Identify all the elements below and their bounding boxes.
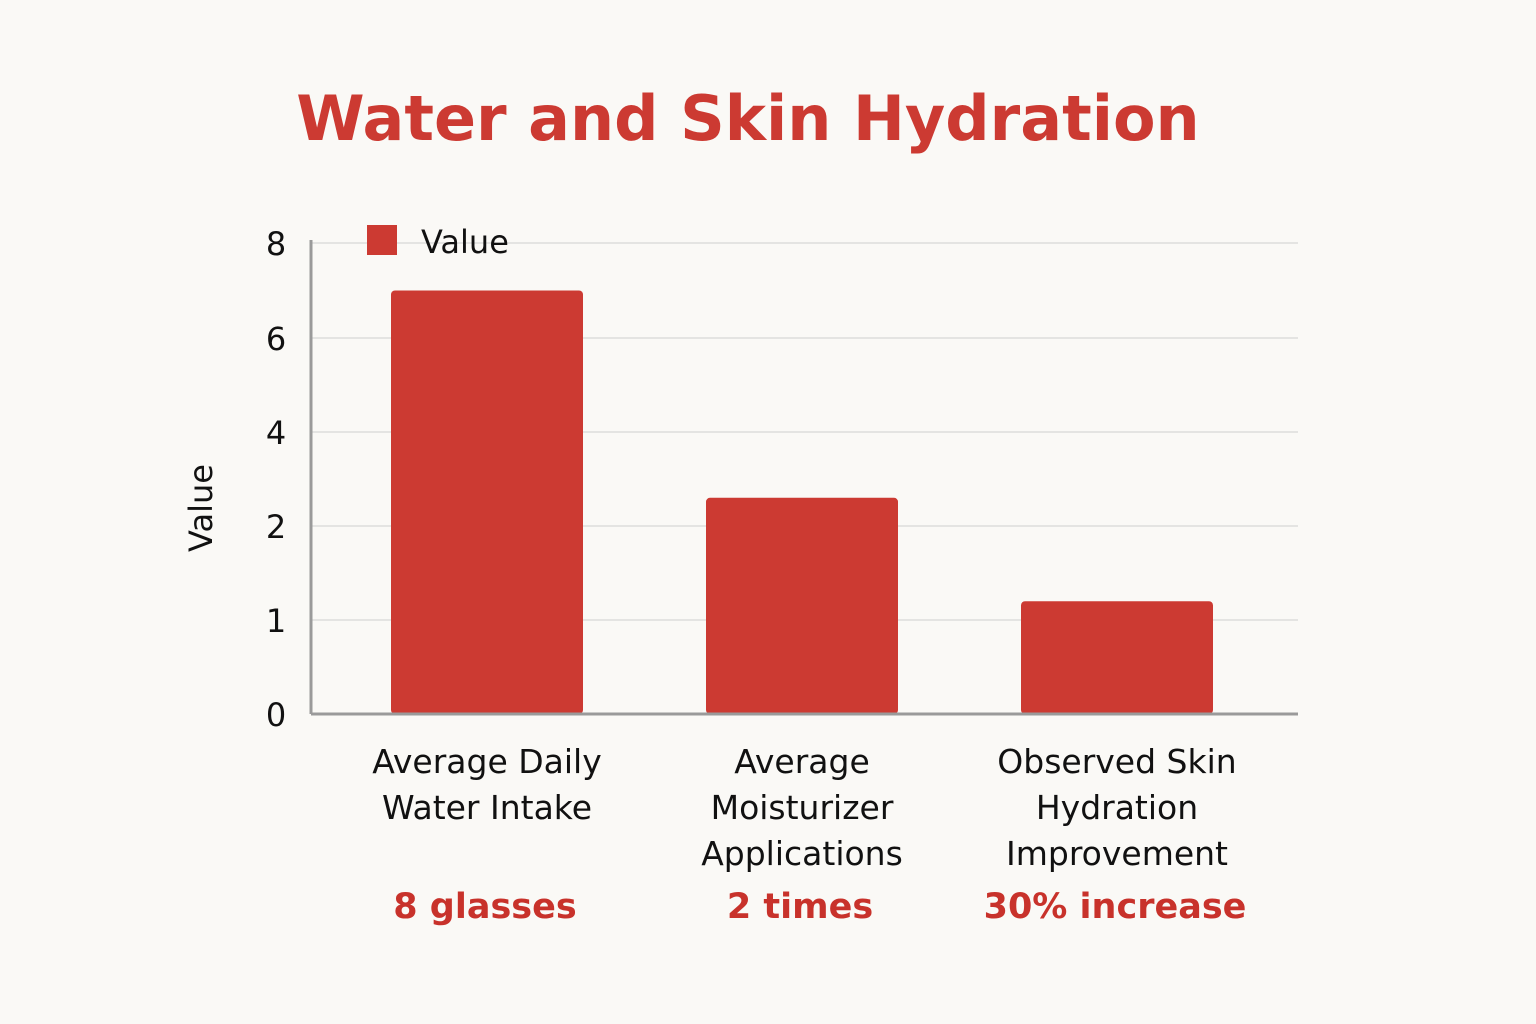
value-annotation: 8 glasses: [393, 887, 576, 927]
category-label-line: Improvement: [1006, 834, 1228, 873]
category-label-line: Observed Skin: [997, 742, 1236, 781]
category-label-line: Average: [734, 742, 870, 781]
y-tick-label: 2: [266, 508, 286, 546]
category-label: Observed Skin Hydration Improvement: [997, 742, 1236, 873]
y-ticks: 0 1 2 4 6 8: [266, 225, 286, 734]
category-label-line: Moisturizer: [711, 788, 894, 827]
category-label-line: Applications: [701, 834, 903, 873]
legend-swatch: [367, 225, 397, 255]
bar: [391, 290, 583, 714]
chart-title: Water and Skin Hydration: [296, 82, 1199, 155]
category-label: Average Daily Water Intake: [372, 742, 602, 827]
y-tick-label: 1: [266, 602, 286, 640]
y-axis-label: Value: [182, 464, 220, 552]
value-annotation: 2 times: [727, 887, 873, 927]
y-tick-label: 6: [266, 320, 286, 358]
bars: [391, 290, 1213, 714]
y-tick-label: 0: [266, 696, 286, 734]
y-tick-label: 8: [266, 225, 286, 263]
value-annotation: 30% increase: [984, 887, 1247, 927]
category-label: Average Moisturizer Applications: [701, 742, 903, 873]
bar: [706, 497, 898, 714]
category-labels: Average Daily Water Intake Average Moisturi…: [372, 742, 1236, 873]
legend-label: Value: [421, 223, 509, 261]
category-label-line: Hydration: [1036, 788, 1198, 827]
bar: [1021, 601, 1213, 714]
category-label-line: Average Daily: [372, 742, 602, 781]
annotations: 8 glasses 2 times 30% increase: [393, 887, 1246, 927]
legend: Value: [367, 223, 509, 261]
y-tick-label: 4: [266, 414, 286, 452]
axes: [309, 240, 1298, 716]
category-label-line: Water Intake: [382, 788, 592, 827]
